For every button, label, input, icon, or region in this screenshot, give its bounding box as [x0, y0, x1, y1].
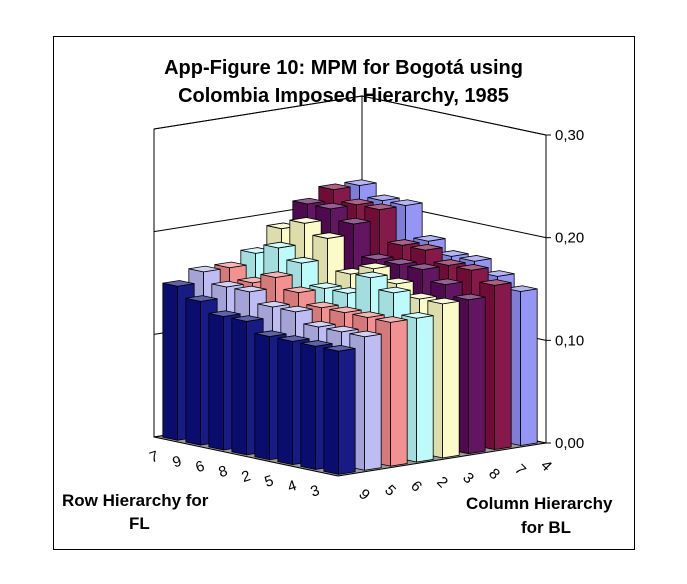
bar-top-face [309, 282, 342, 289]
bar-right-face [442, 300, 460, 459]
bar-right-face [338, 348, 356, 475]
bar-top-face [349, 330, 382, 338]
bar-top-face [329, 306, 362, 314]
bar-top-face [433, 259, 466, 266]
bar-top-face [315, 202, 348, 210]
bar-top-face [375, 316, 408, 323]
column-category-label: 2 [433, 473, 451, 491]
bar-top-face [479, 279, 512, 286]
bar-top-face [378, 286, 411, 294]
bar-top-face [234, 285, 267, 293]
chart-title-line-1: App-Figure 10: MPM for Bogotá using [164, 57, 523, 79]
bar-left-face [185, 297, 201, 446]
bar-right-face [494, 282, 512, 451]
bar-top-face [358, 262, 391, 270]
bar-top-face [456, 264, 489, 271]
bar-right-face [520, 288, 538, 446]
column-category-label: 7 [511, 461, 529, 479]
bar-top-face [292, 197, 325, 205]
bar-left-face [208, 312, 224, 451]
row-category-label: 4 [286, 477, 299, 496]
column-category-label: 4 [537, 457, 555, 475]
bar-top-face [352, 311, 385, 318]
bar-top-face [367, 194, 400, 202]
bar-top-face [459, 255, 492, 262]
bar-top-face [283, 286, 316, 294]
bar-top-face [263, 241, 296, 249]
z-tick-label: 0,10 [555, 332, 584, 349]
bar-top-face [338, 217, 371, 225]
bar-right-face [468, 296, 486, 455]
bar-top-face [280, 305, 313, 313]
row-category-label: 6 [194, 458, 207, 477]
z-tick-label: 0,00 [555, 435, 584, 452]
bar-top-face [407, 263, 440, 270]
column-category-label: 8 [485, 465, 503, 483]
bar-right-face [390, 319, 408, 467]
bar-top-face [260, 271, 293, 278]
row-category-label: 9 [171, 453, 184, 472]
bar-top-face [277, 335, 310, 342]
row-axis-label-line-1: Row Hierarchy for [62, 491, 209, 510]
bar-top-face [387, 239, 420, 246]
column-category-label: 3 [459, 469, 477, 487]
bar-right-face [364, 333, 382, 471]
bar-left-face [162, 282, 178, 441]
bar-top-face [323, 345, 356, 352]
bar-top-face [401, 312, 434, 319]
bar-left-face [323, 347, 339, 475]
row-category-label: 5 [263, 472, 276, 491]
bar-top-face [312, 232, 345, 239]
bar-top-face [344, 179, 377, 186]
bar-top-face [453, 293, 486, 301]
bar-right-face [416, 315, 434, 463]
bar-top-face [430, 278, 463, 286]
bar-top-face [303, 320, 336, 328]
bar-top-face [231, 315, 264, 322]
bar-top-face [364, 203, 397, 211]
row-category-label: 3 [309, 482, 322, 501]
bar-top-face [361, 253, 394, 261]
z-tick-label: 0,30 [555, 127, 584, 144]
bar-top-face [257, 300, 290, 308]
bar-top-face [410, 244, 443, 251]
bar-top-face [355, 271, 388, 279]
bar-top-face [300, 340, 333, 347]
column-category-label: 6 [407, 478, 425, 496]
bar-top-face [341, 198, 374, 206]
bar-top-face [318, 183, 351, 191]
column-axis-label-line-1: Column Hierarchy [466, 494, 613, 513]
chart-title-line-2: Colombia Imposed Hierarchy, 1985 [178, 85, 509, 107]
column-category-label: 9 [355, 486, 373, 504]
bar-top-face [390, 199, 423, 206]
bar-left-face [277, 337, 293, 466]
row-category-label: 7 [148, 448, 161, 467]
bar-top-face [211, 280, 244, 288]
row-category-label: 8 [217, 462, 230, 481]
gridline [153, 95, 547, 136]
bar-top-face [188, 265, 221, 273]
bar-top-face [289, 217, 322, 224]
column-category-label: 5 [381, 482, 399, 500]
bar-top-face [413, 235, 446, 242]
z-tick-label: 0,20 [555, 230, 584, 247]
bar-left-face [254, 332, 270, 461]
row-axis-label-line-2: FL [129, 514, 150, 533]
bar-top-face [254, 330, 287, 337]
column-axis-label-line-2: for BL [521, 518, 572, 537]
bar-top-face [162, 280, 195, 287]
bar-top-face [306, 301, 339, 309]
bar-top-face [326, 325, 359, 333]
bar-top-face [214, 261, 247, 269]
bar-3d [323, 345, 356, 475]
bar-top-face [185, 295, 218, 302]
bar-top-face [427, 297, 460, 305]
bar-top-face [286, 256, 319, 264]
bar-left-face [231, 317, 247, 456]
bar-top-face [384, 258, 417, 266]
bar-top-face [208, 310, 241, 317]
row-category-label: 2 [240, 467, 253, 486]
bar-left-face [300, 342, 316, 470]
